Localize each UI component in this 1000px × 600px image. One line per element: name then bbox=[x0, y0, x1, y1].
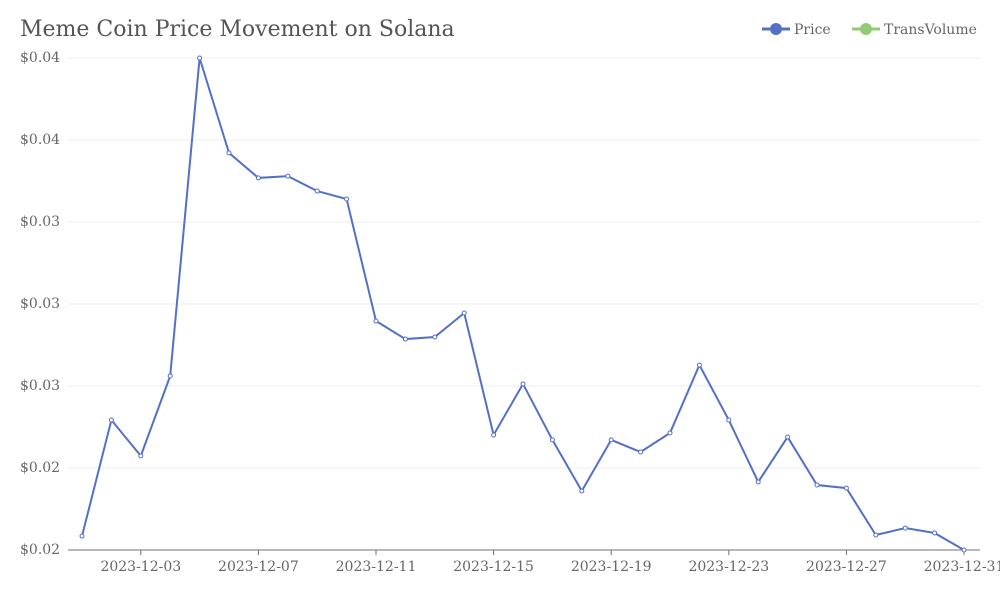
point bbox=[79, 533, 85, 539]
x-tick-label: 2023-12-07 bbox=[218, 559, 299, 575]
point bbox=[167, 373, 173, 379]
point bbox=[432, 334, 438, 340]
x-tick-label: 2023-12-27 bbox=[806, 559, 887, 575]
point bbox=[932, 530, 938, 536]
point bbox=[108, 417, 114, 423]
point bbox=[255, 175, 261, 181]
point bbox=[961, 547, 967, 553]
y-tick-label: $0.04 bbox=[20, 50, 60, 66]
point bbox=[373, 318, 379, 324]
point bbox=[549, 437, 555, 443]
point bbox=[696, 362, 702, 368]
point bbox=[402, 336, 408, 342]
x-tick-label: 2023-12-23 bbox=[688, 559, 769, 575]
x-tick-label: 2023-12-31 bbox=[924, 559, 1000, 575]
y-tick-label: $0.03 bbox=[20, 378, 60, 394]
point bbox=[344, 196, 350, 202]
point bbox=[843, 485, 849, 491]
point bbox=[285, 173, 291, 179]
point bbox=[638, 449, 644, 455]
x-tick-label: 2023-12-19 bbox=[571, 559, 652, 575]
point bbox=[520, 381, 526, 387]
y-tick-label: $0.03 bbox=[20, 214, 60, 230]
point bbox=[579, 488, 585, 494]
point bbox=[491, 432, 497, 438]
point bbox=[755, 479, 761, 485]
point bbox=[785, 434, 791, 440]
x-tick-label: 2023-12-15 bbox=[453, 559, 534, 575]
point bbox=[608, 437, 614, 443]
x-tick-label: 2023-12-03 bbox=[100, 559, 181, 575]
point bbox=[226, 150, 232, 156]
legend-label: TransVolume bbox=[884, 22, 977, 38]
y-tick-label: $0.02 bbox=[20, 542, 60, 558]
y-tick-label: $0.02 bbox=[20, 460, 60, 476]
point bbox=[902, 525, 908, 531]
point bbox=[314, 188, 320, 194]
point bbox=[138, 453, 144, 459]
point bbox=[197, 55, 203, 61]
legend-swatch-dot bbox=[860, 23, 872, 35]
legend-label: Price bbox=[794, 22, 831, 38]
point bbox=[667, 430, 673, 436]
y-tick-label: $0.04 bbox=[20, 132, 60, 148]
y-tick-label: $0.03 bbox=[20, 296, 60, 312]
x-tick-label: 2023-12-11 bbox=[336, 559, 417, 575]
legend-swatch-dot bbox=[770, 23, 782, 35]
chart-title: Meme Coin Price Movement on Solana bbox=[20, 17, 455, 42]
point bbox=[461, 310, 467, 316]
point bbox=[726, 417, 732, 423]
point bbox=[873, 532, 879, 538]
point bbox=[814, 482, 820, 488]
